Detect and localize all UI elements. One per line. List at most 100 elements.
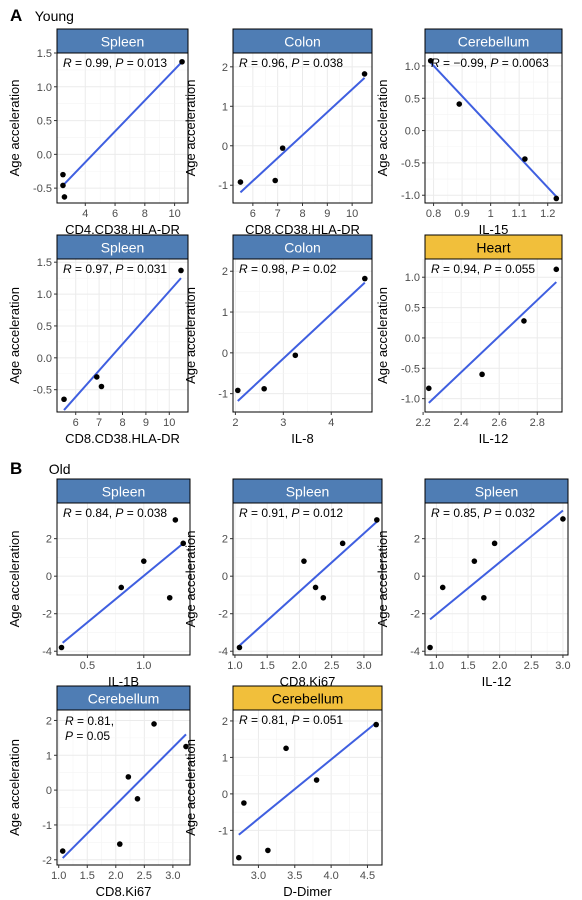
regression-line [429,509,564,621]
y-tick-label: -1 [218,389,228,401]
y-tick-label: 1.0 [37,82,52,94]
x-axis-label: CD8.Ki67 [280,674,336,689]
regression-line [62,61,183,187]
y-tick-label: 0.5 [37,321,52,333]
data-point [241,800,247,806]
y-tick-label: 1 [222,101,228,113]
x-tick-label: 2.0 [492,660,507,672]
y-tick-label: -4 [42,646,52,658]
x-tick-label: 0.5 [80,660,95,672]
x-axis-label: CD8.Ki67 [96,884,152,899]
correlation-annotation: R = 0.85, P = 0.032 [431,506,535,520]
data-point [93,374,100,380]
y-tick-label: 0.5 [37,116,52,128]
y-tick-label: 2 [222,266,228,278]
data-point [183,743,189,750]
data-point [116,841,123,847]
panel-title: Spleen [101,240,145,256]
scatter-panel-spleen: Spleen R = 0.84, P = 0.038 0.5 1.0 -4 -2 0 2 IL-… [7,478,191,689]
data-point [98,383,105,390]
y-tick-label: -0.5 [401,158,420,170]
x-tick-label: 2.0 [108,870,123,882]
y-tick-label: 1 [46,750,52,762]
x-axis-label: IL-12 [479,431,509,446]
scatter-panel-cerebellum: Cerebellum R = 0.81,P = 0.05 1.0 1.5 2.0 2.5 3… [7,685,191,899]
data-point [61,396,67,403]
scatter-panel-colon: Colon R = 0.98, P = 0.02 2 3 4 -1 0 1 2 IL-8 Age a… [183,234,373,446]
data-point [180,540,187,547]
y-tick-label: 0 [222,571,228,583]
y-tick-label: 1.0 [405,272,420,284]
data-point [361,71,368,77]
data-point [553,195,560,202]
x-tick-label: 9 [324,208,330,220]
data-point [553,266,560,273]
x-tick-label: 2.2 [415,417,430,429]
panel-border [424,52,563,204]
x-tick-label: 3.0 [251,870,266,882]
data-point [427,57,434,64]
x-tick-label: 2 [232,417,238,429]
x-tick-label: 0.9 [454,208,469,220]
data-point [179,58,185,65]
panel-border [56,502,191,656]
y-tick-label: -2 [410,609,420,621]
data-point [151,721,157,727]
regression-line [429,62,558,198]
data-point [320,594,327,601]
panel-title: Spleen [101,34,145,50]
panel-title: Cerebellum [272,691,344,707]
regression-line [239,77,366,194]
x-tick-label: 10 [163,417,175,429]
correlation-annotation: R = 0.98, P = 0.02 [239,262,337,276]
y-axis-label: Age acceleration [375,287,390,384]
section-a-header: A Young [10,6,74,26]
data-point [125,774,132,780]
y-tick-label: 2 [46,715,52,727]
panel-border [424,502,569,656]
x-axis-label: CD4.CD38.HLA-DR [65,222,180,237]
panel-title: Cerebellum [458,34,530,50]
data-point [172,517,179,523]
y-axis-label: Age acceleration [183,80,198,177]
data-point [479,371,485,378]
x-tick-label: 4.5 [360,870,375,882]
section-b-letter: B [10,459,23,478]
y-tick-label: 1.0 [37,289,52,301]
x-tick-label: 1.5 [460,660,475,672]
y-tick-label: -0.5 [401,363,420,375]
x-tick-label: 2.0 [292,660,307,672]
x-tick-label: 6 [73,417,79,429]
data-point [261,385,267,392]
data-point [426,385,432,392]
panel-title: Colon [284,34,321,50]
data-point [236,644,243,651]
regression-line [62,733,187,859]
regression-line [238,721,377,836]
data-point [234,387,241,394]
y-tick-label: 0.0 [37,353,52,365]
scatter-panel-spleen: Spleen R = 0.99, P = 0.013 4 6 8 10 -0.5 0.0 0.5… [7,28,189,237]
y-tick-label: 0.0 [37,149,52,161]
panel-border [232,502,383,656]
x-axis-label: CD8.CD38.HLA-DR [245,222,360,237]
correlation-annotation: R = 0.99, P = 0.013 [63,56,167,70]
y-tick-label: -1 [218,180,228,192]
data-point [178,267,184,274]
scatter-panel-cerebellum: Cerebellum R = 0.81, P = 0.051 3.0 3.5 4.0 4.… [183,685,383,899]
x-tick-label: 3.0 [555,660,570,672]
panel-strip [424,28,563,54]
y-axis-label: Age acceleration [375,531,390,628]
x-axis-label: IL-1B [108,674,139,689]
scatter-panel-spleen: Spleen R = 0.85, P = 0.032 1.0 1.5 2.0 2.5 3.0… [375,478,571,689]
data-point [471,558,478,564]
data-point [59,848,66,854]
x-tick-label: 3.0 [165,870,180,882]
data-point [118,584,125,591]
regression-line [63,277,182,411]
panel-strip [232,478,383,504]
x-tick-label: 2.4 [454,417,469,429]
x-axis-label: IL-12 [482,674,512,689]
y-tick-label: -2 [42,609,52,621]
y-tick-label: 1.5 [37,257,52,269]
